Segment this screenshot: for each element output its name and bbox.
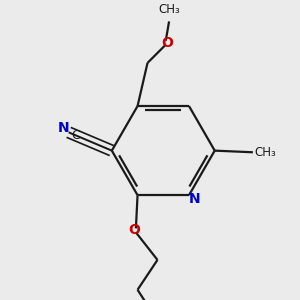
Text: N: N (58, 122, 70, 135)
Text: CH₃: CH₃ (255, 146, 276, 159)
Text: C: C (71, 128, 80, 142)
Text: O: O (128, 223, 140, 237)
Text: CH₃: CH₃ (158, 3, 180, 16)
Text: O: O (161, 36, 173, 50)
Text: N: N (189, 192, 201, 206)
